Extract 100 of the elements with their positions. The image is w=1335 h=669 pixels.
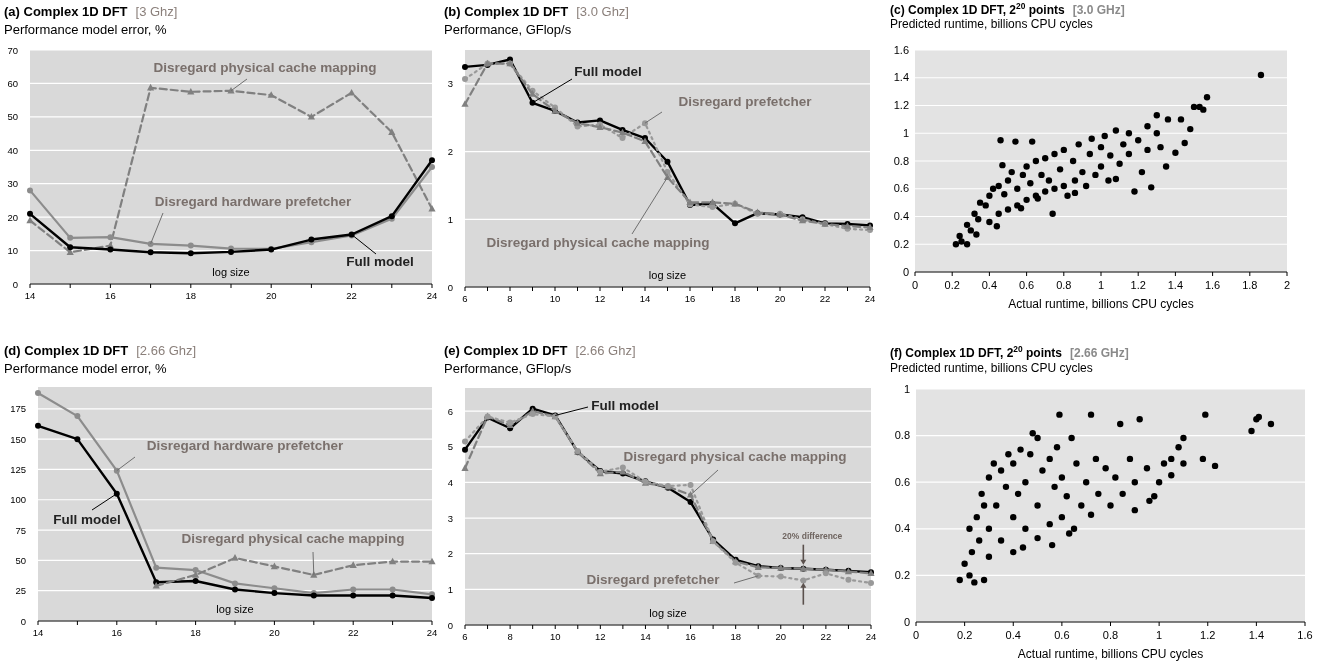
series-label: Disregard physical cache mapping (153, 60, 377, 75)
y-tick-label: 25 (15, 585, 26, 597)
chart-title: (d) Complex 1D DFT (4, 343, 129, 358)
x-tick-label: 0.8 (1102, 629, 1119, 641)
series-label: Disregard physical cache mapping (623, 449, 847, 464)
y-tick-label: 0.8 (893, 154, 909, 167)
y-axis-title: Performance model error, % (4, 361, 167, 376)
x-tick-label: 1.2 (1130, 279, 1146, 291)
x-tick-label: 24 (426, 290, 438, 301)
x-tick-label: 8 (507, 631, 513, 642)
x-tick-label: 0.4 (981, 279, 998, 291)
x-tick-label: 0 (912, 629, 920, 641)
x-tick-label: 16 (684, 293, 696, 304)
x-tick-label: 1 (1097, 279, 1105, 291)
x-tick-label: 1.4 (1167, 279, 1184, 291)
x-tick-label: 14 (640, 631, 651, 642)
x-tick-label: 22 (346, 290, 357, 301)
y-tick-label: 3 (447, 512, 453, 524)
x-tick-label: 22 (819, 293, 831, 304)
y-tick-label: 175 (10, 403, 26, 415)
text: Disregard physical cache mapping (486, 235, 710, 250)
y-tick-label: 0.2 (893, 237, 909, 250)
x-tick-label: 1.4 (1248, 629, 1265, 641)
chart-subtitle: [2.66 GHz] (1070, 346, 1129, 360)
x-tick-label: 20 (265, 290, 277, 301)
chart-title: (f) Complex 1D DFT, 2$^{20}$ points (890, 344, 1063, 360)
chart-title: (c) Complex 1D DFT, 2$^{20}$ points (890, 1, 1066, 17)
y-axis-title: Predicted runtime, billions CPU cycles (890, 361, 1093, 375)
y-tick-label: 0.4 (893, 210, 909, 222)
x-tick-label: 24 (426, 627, 438, 638)
x-tick-label: 14 (639, 293, 651, 304)
x-tick-label: 18 (729, 293, 741, 304)
y-tick-label: 20 (7, 211, 18, 223)
x-tick-label: 16 (111, 627, 123, 638)
y-tick-label: 0 (20, 615, 26, 627)
x-axis-title: Actual runtime, billions CPU cycles (1017, 647, 1204, 661)
series-label: Disregard hardware prefetcher (154, 194, 353, 209)
y-tick-label: 0.8 (894, 429, 910, 442)
legend-label: Full model (346, 254, 414, 269)
x-axis-title: Actual runtime, billions CPU cycles (1008, 297, 1194, 311)
chart-subtitle: [2.66 Ghz] (575, 343, 636, 358)
y-tick-label: 1 (447, 583, 453, 595)
legend-label: Full model (53, 512, 121, 527)
x-tick-label: 10 (549, 293, 561, 304)
y-tick-label: 100 (10, 494, 26, 506)
y-tick-label: 150 (10, 433, 26, 445)
y-tick-label: 2 (447, 548, 453, 560)
x-tick-label: 6 (462, 293, 468, 304)
y-tick-label: 0 (903, 615, 910, 628)
series-label: Disregard prefetcher (586, 572, 721, 587)
x-tick-label: 16 (105, 290, 116, 301)
x-tick-label: 0.4 (1005, 629, 1021, 641)
x-tick-label: 18 (185, 290, 197, 301)
y-tick-label: 50 (15, 554, 26, 566)
y-tick-label: 60 (7, 77, 18, 89)
chart-title: (e) Complex 1D DFT (444, 343, 568, 358)
y-axis-title: Performance, GFlop/s (444, 361, 572, 376)
y-axis-title: Predicted runtime, billions CPU cycles (890, 17, 1093, 31)
y-axis-title: Performance, GFlop/s (444, 22, 572, 37)
y-tick-label: 75 (15, 524, 26, 536)
x-tick-label: 12 (595, 631, 606, 642)
x-tick-label: 0 (911, 279, 919, 291)
y-tick-label: 2 (447, 146, 453, 158)
text: Full model (574, 64, 642, 79)
x-tick-label: 14 (32, 627, 44, 638)
x-tick-label: 16 (685, 631, 696, 642)
y-tick-label: 0 (902, 265, 909, 278)
chart-subtitle: [3.0 Ghz] (576, 4, 629, 19)
x-tick-label: 20 (775, 631, 787, 642)
chart-title: (b) Complex 1D DFT (444, 4, 569, 19)
x-axis-title: log size (216, 603, 254, 615)
x-tick-label: 0.8 (1056, 279, 1072, 291)
x-tick-label: 1.2 (1200, 629, 1216, 641)
y-tick-label: 0.2 (894, 568, 910, 581)
chart-subtitle: [3 Ghz] (135, 4, 178, 19)
x-axis-title: log size (648, 269, 687, 281)
x-tick-label: 0.2 (956, 629, 973, 641)
y-tick-label: 1.6 (893, 43, 909, 56)
x-tick-label: 1.6 (1204, 279, 1221, 291)
x-tick-label: 0.6 (1054, 629, 1070, 641)
annotation: 20% difference (782, 530, 843, 541)
chart-subtitle: [2.66 Ghz] (136, 343, 197, 358)
y-tick-label: 1.4 (893, 71, 909, 84)
x-tick-label: 18 (190, 627, 201, 638)
x-tick-label: 6 (462, 631, 468, 642)
y-tick-label: 1 (902, 126, 909, 139)
text: Disregard hardware prefetcher (146, 438, 345, 453)
x-tick-label: 22 (347, 627, 359, 638)
y-tick-label: 30 (7, 178, 18, 190)
x-tick-label: 14 (24, 290, 36, 301)
x-tick-label: 24 (864, 293, 876, 304)
y-tick-label: 6 (447, 405, 453, 417)
x-tick-label: 1.8 (1242, 279, 1258, 291)
y-axis-title: Performance model error, % (4, 22, 167, 37)
y-tick-label: 0.6 (894, 475, 910, 488)
y-tick-label: 1 (903, 382, 910, 395)
chart-subtitle: [3.0 GHz] (1072, 3, 1125, 17)
y-tick-label: 1 (447, 213, 453, 225)
y-tick-label: 70 (7, 44, 18, 56)
y-tick-label: 0.6 (893, 182, 909, 195)
